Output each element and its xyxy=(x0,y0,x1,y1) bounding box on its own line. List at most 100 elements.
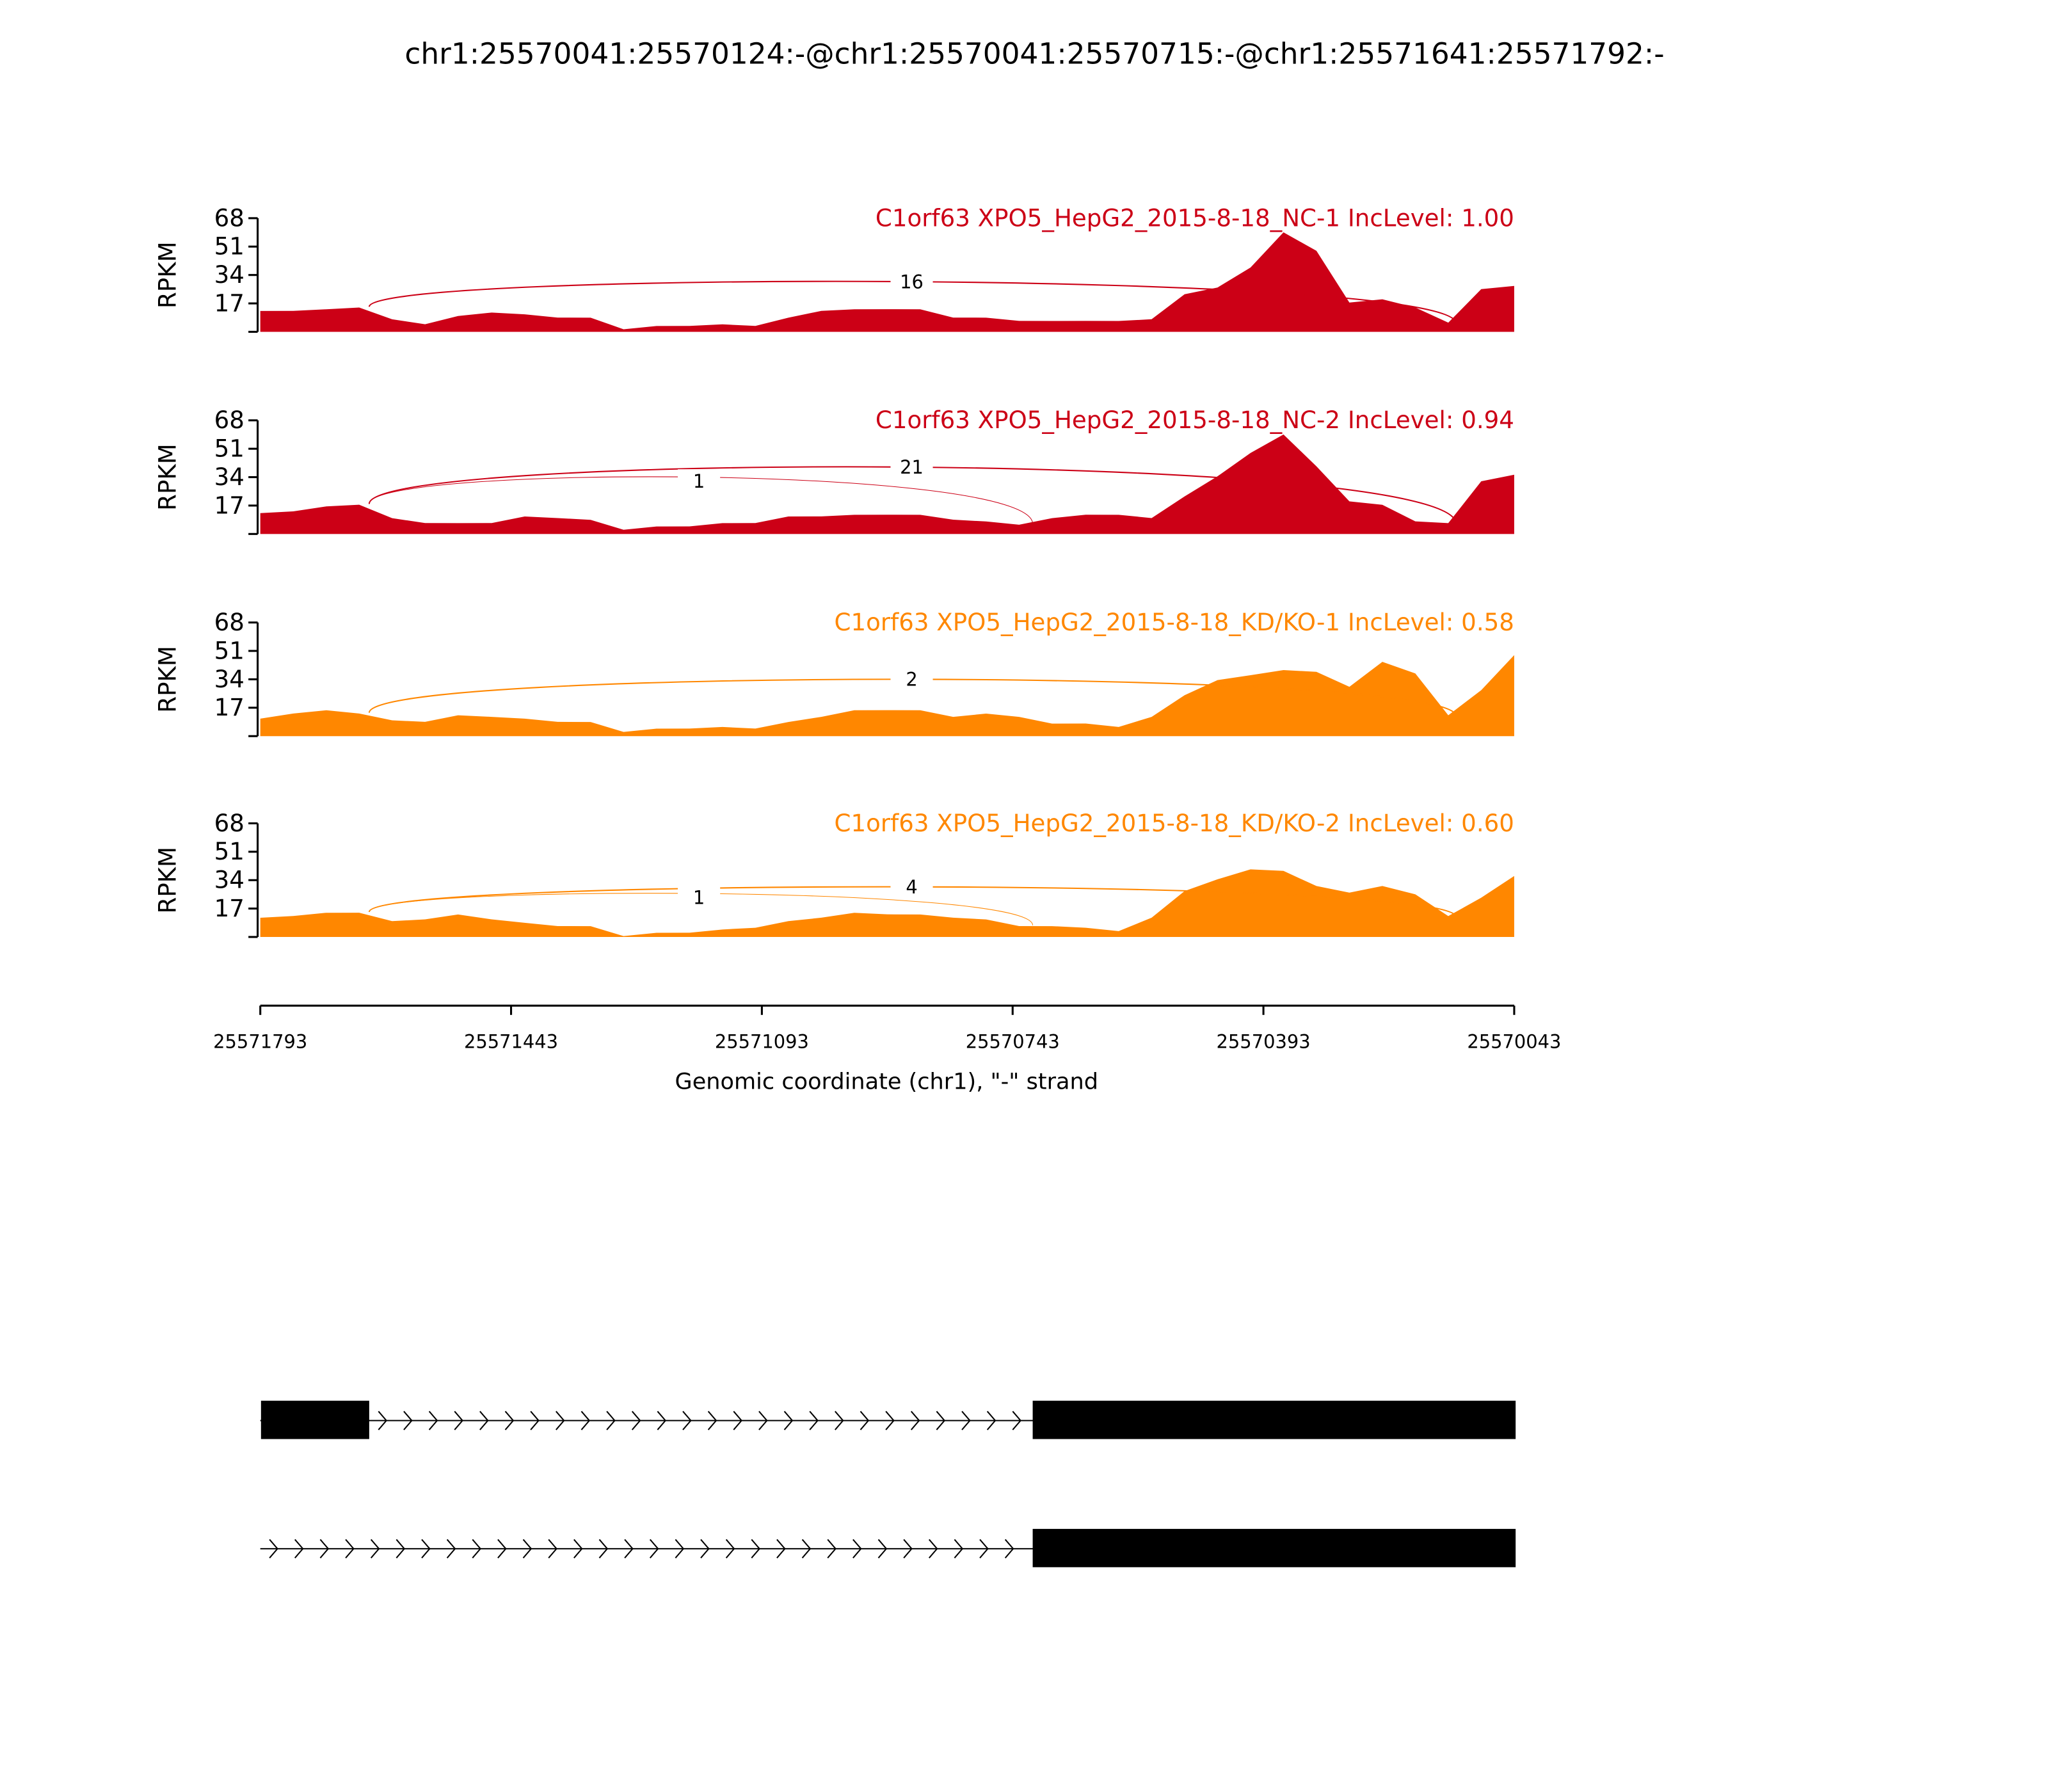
strand-arrow-icon xyxy=(649,1539,659,1558)
panel-title: C1orf63 XPO5_HepG2_2015-8-18_KD/KO-1 Inc… xyxy=(835,609,1514,636)
x-tick-label: 25571093 xyxy=(715,1030,809,1052)
y-tick-label: 51 xyxy=(214,233,244,260)
strand-arrow-icon xyxy=(903,1539,913,1558)
strand-arrow-icon xyxy=(294,1539,304,1558)
strand-arrow-icon xyxy=(345,1539,355,1558)
strand-arrow-icon xyxy=(852,1539,862,1558)
strand-arrow-icon xyxy=(573,1539,583,1558)
strand-arrow-icon xyxy=(827,1539,836,1558)
y-axis-label: RPKM xyxy=(154,646,182,713)
y-tick-label: 17 xyxy=(214,895,244,922)
junction-label-bg xyxy=(678,885,721,909)
strand-arrow-icon xyxy=(657,1411,667,1430)
y-tick-label: 51 xyxy=(214,838,244,865)
strand-arrow-icon xyxy=(707,1411,717,1430)
strand-arrow-icon xyxy=(446,1539,456,1558)
y-tick-label: 34 xyxy=(214,867,244,894)
strand-arrow-icon xyxy=(986,1411,996,1430)
strand-arrow-icon xyxy=(454,1411,463,1430)
strand-arrow-icon xyxy=(598,1539,609,1558)
y-tick-label: 68 xyxy=(214,204,244,232)
strand-arrow-icon xyxy=(319,1539,330,1558)
y-tick-label: 68 xyxy=(214,609,244,636)
strand-arrow-icon xyxy=(860,1411,870,1430)
junction-label-bg xyxy=(890,667,933,691)
y-tick-label: 17 xyxy=(214,492,244,519)
y-tick-label: 51 xyxy=(214,637,244,664)
x-tick-label: 25571443 xyxy=(464,1030,558,1052)
strand-arrow-icon xyxy=(835,1411,844,1430)
strand-arrow-icon xyxy=(928,1539,938,1558)
y-axis-label: RPKM xyxy=(154,847,182,914)
junction-label-bg xyxy=(890,455,933,479)
y-tick-label: 51 xyxy=(214,435,244,463)
exon-block xyxy=(260,1400,369,1439)
y-tick-label: 34 xyxy=(214,463,244,491)
coverage-area xyxy=(260,869,1514,937)
y-tick-label: 34 xyxy=(214,666,244,693)
y-tick-label: 68 xyxy=(214,810,244,837)
strand-arrow-icon xyxy=(370,1539,380,1558)
strand-arrow-icon xyxy=(776,1539,786,1558)
junction-count-label: 4 xyxy=(906,876,917,898)
strand-arrow-icon xyxy=(269,1539,278,1558)
strand-arrow-icon xyxy=(378,1411,388,1430)
x-axis: 25571793 25571443 25571093 25570743 25570393… xyxy=(213,1004,1561,1052)
y-axis-label: RPKM xyxy=(154,241,182,308)
strand-arrow-icon xyxy=(733,1411,743,1430)
strand-arrow-icon xyxy=(1004,1539,1014,1558)
transcript-track xyxy=(260,1400,1516,1439)
strand-arrow-icon xyxy=(556,1411,565,1430)
chart-title: chr1:25570041:25570124:-@chr1:25570041:2… xyxy=(404,36,1664,70)
strand-arrow-icon xyxy=(421,1539,431,1558)
x-axis-label: Genomic coordinate (chr1), "-" strand xyxy=(675,1068,1099,1094)
strand-arrow-icon xyxy=(606,1411,616,1430)
strand-arrow-icon xyxy=(522,1539,532,1558)
strand-arrow-icon xyxy=(1012,1411,1022,1430)
strand-arrow-icon xyxy=(758,1411,768,1430)
coverage-area xyxy=(260,655,1514,737)
junction-count-label: 2 xyxy=(906,669,917,691)
strand-arrow-icon xyxy=(504,1411,515,1430)
strand-arrow-icon xyxy=(530,1411,540,1430)
coverage-area xyxy=(260,232,1514,332)
y-tick-label: 17 xyxy=(214,289,244,317)
strand-arrow-icon xyxy=(682,1411,692,1430)
y-axis-label: RPKM xyxy=(154,444,182,511)
junction-count-label: 21 xyxy=(900,456,924,478)
strand-arrow-icon xyxy=(885,1411,895,1430)
strand-arrow-icon xyxy=(961,1411,971,1430)
junction-label-bg xyxy=(890,269,933,294)
strand-arrow-icon xyxy=(631,1411,641,1430)
strand-arrow-icon xyxy=(479,1411,489,1430)
coverage-area xyxy=(260,434,1514,534)
panel-title: C1orf63 XPO5_HepG2_2015-8-18_NC-2 IncLev… xyxy=(876,406,1514,434)
strand-arrow-icon xyxy=(396,1539,406,1558)
strand-arrow-icon xyxy=(580,1411,591,1430)
junction-count-label: 16 xyxy=(900,271,924,292)
strand-arrow-icon xyxy=(700,1539,710,1558)
strand-arrow-icon xyxy=(497,1539,507,1558)
panel-title: C1orf63 XPO5_HepG2_2015-8-18_NC-1 IncLev… xyxy=(876,204,1514,232)
y-tick-label: 17 xyxy=(214,694,244,721)
junction-label-bg xyxy=(678,469,721,493)
strand-arrow-icon xyxy=(801,1539,812,1558)
gene-models xyxy=(260,1400,1516,1567)
strand-arrow-icon xyxy=(954,1539,964,1558)
strand-arrow-icon xyxy=(877,1539,888,1558)
strand-arrow-icon xyxy=(910,1411,920,1430)
transcript-track xyxy=(260,1528,1516,1567)
x-tick-label: 25570743 xyxy=(966,1030,1060,1052)
x-tick-label: 25570043 xyxy=(1467,1030,1561,1052)
junction-count-label: 1 xyxy=(693,887,705,909)
x-tick-label: 25571793 xyxy=(213,1030,307,1052)
junction-count-label: 1 xyxy=(693,470,705,492)
strand-arrow-icon xyxy=(783,1411,794,1430)
strand-arrow-icon xyxy=(472,1539,482,1558)
junction-label-bg xyxy=(890,875,933,899)
exon-block xyxy=(1032,1400,1516,1439)
